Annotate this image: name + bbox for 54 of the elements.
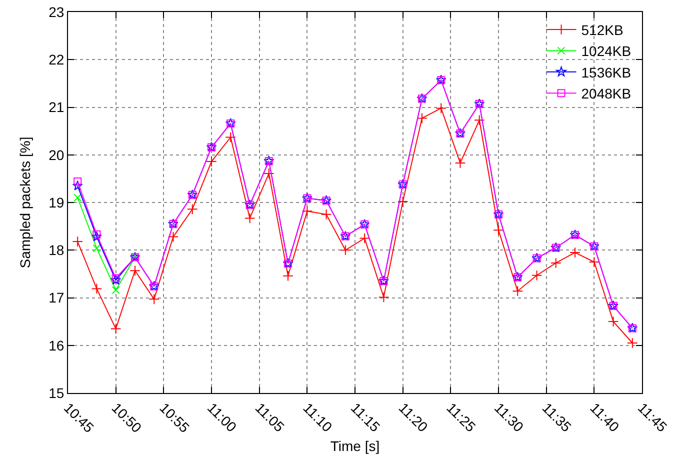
point — [454, 158, 466, 168]
point — [148, 294, 160, 305]
y-tick-label: 17 — [48, 290, 64, 306]
point — [206, 156, 217, 167]
point — [168, 231, 179, 242]
y-axis-title: Sampled packets [%] — [17, 136, 33, 268]
y-tick-label: 23 — [48, 4, 64, 20]
point — [110, 274, 121, 285]
point — [570, 247, 580, 258]
legend-label: 1024KB — [581, 43, 632, 60]
y-tick-label: 18 — [48, 242, 64, 258]
point — [397, 196, 408, 207]
point — [112, 286, 120, 294]
point — [186, 204, 198, 215]
point — [244, 212, 256, 224]
point — [72, 236, 83, 247]
point — [627, 338, 638, 348]
point — [225, 132, 236, 143]
point — [359, 232, 370, 244]
point — [282, 270, 294, 282]
point — [264, 168, 274, 179]
y-tick-label: 22 — [48, 52, 64, 68]
point — [588, 256, 600, 268]
legend-label: 512KB — [581, 22, 624, 38]
point — [112, 274, 120, 282]
point — [91, 283, 102, 294]
y-tick-label: 19 — [48, 194, 64, 210]
point — [92, 231, 102, 242]
point — [72, 180, 83, 190]
point — [550, 258, 562, 268]
point — [320, 209, 332, 220]
point — [340, 244, 351, 256]
point — [92, 244, 101, 252]
y-tick-label: 15 — [48, 384, 64, 401]
point — [74, 178, 82, 186]
point — [493, 224, 504, 236]
point — [378, 292, 390, 303]
x-axis-title: Time [s] — [330, 438, 380, 454]
point — [302, 206, 313, 216]
point — [416, 112, 428, 124]
point — [474, 114, 485, 126]
point — [436, 102, 446, 114]
legend-label: 2048KB — [581, 86, 632, 102]
point — [531, 270, 542, 281]
y-tick-label: 20 — [48, 146, 64, 163]
point — [74, 194, 82, 202]
y-tick-label: 21 — [48, 99, 64, 116]
point — [512, 286, 524, 296]
point — [608, 316, 619, 327]
legend-label: 1536KB — [581, 64, 632, 80]
point — [110, 323, 122, 334]
point — [92, 230, 101, 238]
point — [130, 265, 140, 276]
y-tick-label: 16 — [48, 337, 64, 354]
